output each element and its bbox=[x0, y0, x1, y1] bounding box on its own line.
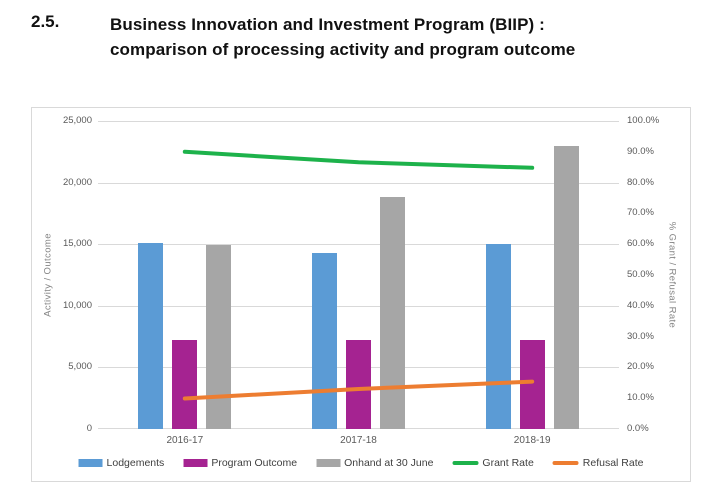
x-axis-label-2017-18: 2017-18 bbox=[340, 435, 377, 446]
legend-line-swatch-icon bbox=[552, 461, 579, 465]
axis-tick-label: 60.0% bbox=[627, 238, 654, 250]
refusal-rate-line bbox=[182, 379, 535, 401]
legend-label: Onhand at 30 June bbox=[344, 457, 434, 469]
legend-bar-swatch-icon bbox=[316, 459, 341, 467]
section-title-line2: comparison of processing activity and pr… bbox=[110, 40, 576, 59]
x-axis-labels: 2016-17 2017-18 2018-19 bbox=[98, 435, 619, 449]
axis-tick-label: 5,000 bbox=[68, 361, 92, 373]
gridline bbox=[98, 244, 619, 246]
section-title: Business Innovation and Investment Progr… bbox=[110, 12, 575, 62]
chart-frame: Activity / Outcome % Grant / Refusal Rat… bbox=[31, 107, 691, 482]
right-axis-ticks: 100.0% 90.0% 80.0% 70.0% 60.0% 50.0% 40.0% 30.0… bbox=[627, 115, 689, 434]
legend: Lodgements Program Outcome Onhand at 30 Ju… bbox=[78, 457, 644, 469]
x-axis-label-2018-19: 2018-19 bbox=[513, 435, 551, 446]
legend-bar-swatch-icon bbox=[78, 459, 103, 467]
bar-lodgements-2018-19 bbox=[485, 244, 511, 429]
bar-onhand-at-30-june-2017-18 bbox=[380, 196, 405, 429]
bar-program-outcome-2016-17 bbox=[172, 339, 198, 429]
axis-tick-label: 15,000 bbox=[62, 238, 92, 250]
section-number: 2.5. bbox=[31, 12, 60, 31]
bar-lodgements-2017-18 bbox=[312, 253, 337, 429]
legend-label: Lodgements bbox=[106, 457, 165, 469]
section-title-line1: Business Innovation and Investment Progr… bbox=[110, 15, 545, 34]
legend-label: Grant Rate bbox=[482, 457, 534, 469]
legend-item-lodgements: Lodgements bbox=[78, 457, 165, 469]
legend-line-swatch-icon bbox=[452, 461, 479, 465]
gridline bbox=[98, 182, 619, 184]
gridline bbox=[98, 305, 619, 307]
bar-onhand-at-30-june-2018-19 bbox=[553, 145, 579, 429]
axis-tick-label: 25,000 bbox=[62, 115, 92, 126]
bar-program-outcome-2017-18 bbox=[346, 339, 371, 429]
axis-tick-label: 10.0% bbox=[627, 392, 654, 404]
axis-tick-label: 20,000 bbox=[62, 176, 92, 188]
legend-item-grant-rate: Grant Rate bbox=[452, 457, 534, 469]
bar-lodgements-2016-17 bbox=[138, 242, 164, 429]
axis-tick-label: 0.0% bbox=[627, 423, 649, 434]
rate-lines bbox=[182, 149, 535, 401]
axis-tick-label: 50.0% bbox=[627, 269, 654, 280]
legend-label: Refusal Rate bbox=[582, 457, 644, 469]
x-axis-label-2016-17: 2016-17 bbox=[166, 435, 204, 446]
axis-tick-label: 100.0% bbox=[627, 115, 660, 126]
axis-tick-label: 30.0% bbox=[627, 330, 654, 342]
grant-rate-line bbox=[182, 149, 535, 170]
bar-program-outcome-2018-19 bbox=[519, 339, 545, 429]
legend-item-onhand-at-30-june: Onhand at 30 June bbox=[316, 457, 433, 469]
axis-tick-label: 80.0% bbox=[627, 176, 654, 188]
axis-tick-label: 20.0% bbox=[627, 361, 654, 373]
legend-item-program-outcome: Program Outcome bbox=[183, 457, 297, 469]
axis-tick-label: 90.0% bbox=[627, 145, 654, 157]
axis-tick-label: 70.0% bbox=[627, 207, 654, 219]
legend-item-refusal-rate: Refusal Rate bbox=[552, 457, 644, 469]
axis-tick-label: 0 bbox=[86, 423, 92, 434]
plot-area bbox=[98, 121, 619, 429]
gridline bbox=[98, 121, 619, 122]
axis-tick-label: 10,000 bbox=[62, 299, 92, 311]
legend-label: Program Outcome bbox=[211, 457, 298, 469]
axis-tick-label: 40.0% bbox=[627, 299, 654, 311]
legend-bar-swatch-icon bbox=[183, 459, 208, 467]
section-heading: 2.5. Business Innovation and Investment … bbox=[31, 12, 575, 62]
left-axis-ticks: 25,000 20,000 15,000 10,000 5,000 0 bbox=[32, 115, 92, 434]
